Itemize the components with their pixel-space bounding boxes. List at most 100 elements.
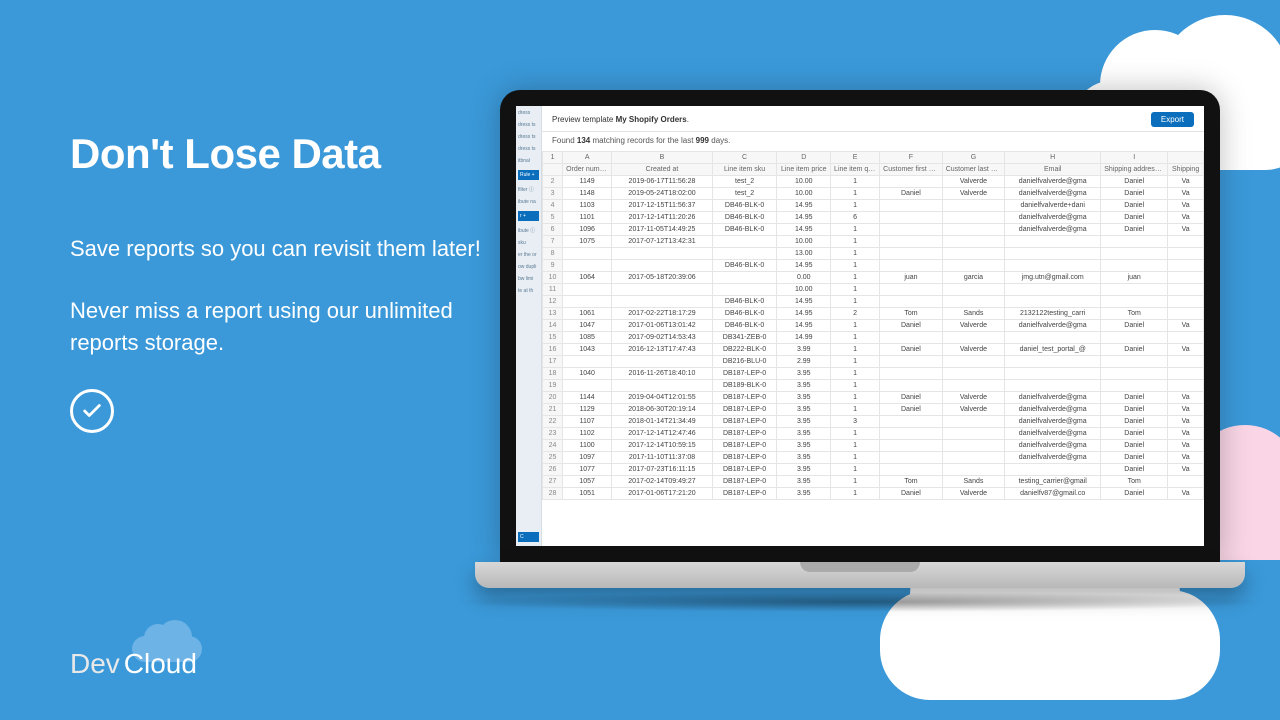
table-cell: 1057: [563, 476, 612, 488]
table-cell: 14: [543, 320, 563, 332]
table-cell: 1: [831, 188, 880, 200]
table-cell: [942, 416, 1005, 428]
body-line-2: Never miss a report using our unlimited …: [70, 295, 490, 359]
table-cell: [942, 212, 1005, 224]
table-cell: [1168, 356, 1204, 368]
table-cell: DB187-LEP-0: [712, 404, 777, 416]
table-cell: [942, 452, 1005, 464]
table-cell: 2019-06-17T11:56:28: [612, 176, 712, 188]
table-cell: [880, 224, 943, 236]
headline: Don't Lose Data: [70, 130, 490, 178]
table-cell: 1: [831, 296, 880, 308]
table-cell: [880, 440, 943, 452]
sidebar-add-button[interactable]: r +: [518, 211, 539, 221]
table-cell: 9: [543, 260, 563, 272]
table-cell: [1005, 236, 1101, 248]
table-cell: 1: [831, 284, 880, 296]
table-row: 1310612017-02-22T18:17:29DB46-BLK-014.95…: [543, 308, 1204, 320]
table-cell: 28: [543, 488, 563, 500]
table-cell: DB46-BLK-0: [712, 224, 777, 236]
table-row: 813.001: [543, 248, 1204, 260]
table-cell: 1: [831, 236, 880, 248]
table-cell: [1168, 476, 1204, 488]
table-row: 2710572017-02-14T09:49:27DB187-LEP-03.95…: [543, 476, 1204, 488]
table-cell: Va: [1168, 416, 1204, 428]
table-row: 1110.001: [543, 284, 1204, 296]
table-row: 2111292018-06-30T20:19:14DB187-LEP-03.95…: [543, 404, 1204, 416]
table-cell: 2017-01-06T13:01:42: [612, 320, 712, 332]
devcloud-logo: Dev Cloud: [70, 648, 197, 680]
table-cell: Valverde: [942, 344, 1005, 356]
table-col-letter: D: [777, 152, 831, 164]
table-cell: Daniel: [1101, 428, 1168, 440]
table-cell: Valverde: [942, 392, 1005, 404]
table-cell: Va: [1168, 224, 1204, 236]
table-cell: Daniel: [1101, 176, 1168, 188]
report-subtitle: Found 134 matching records for the last …: [542, 132, 1204, 151]
table-cell: [1101, 248, 1168, 260]
table-cell: danielfvalverde@gma: [1005, 176, 1101, 188]
table-cell: Daniel: [1101, 344, 1168, 356]
table-cell: [880, 452, 943, 464]
table-col-header: Line item price: [777, 164, 831, 176]
table-cell: 10.00: [777, 176, 831, 188]
table-row: 1810402016-11-26T18:40:10DB187-LEP-03.95…: [543, 368, 1204, 380]
table-col-letter: E: [831, 152, 880, 164]
table-cell: [880, 380, 943, 392]
table-cell: Valverde: [942, 188, 1005, 200]
table-cell: [563, 284, 612, 296]
table-cell: [880, 284, 943, 296]
table-cell: 17: [543, 356, 563, 368]
table-cell: 2019-05-24T18:02:00: [612, 188, 712, 200]
table-cell: Daniel: [1101, 404, 1168, 416]
table-cell: [942, 464, 1005, 476]
table-cell: Va: [1168, 404, 1204, 416]
table-cell: Daniel: [1101, 200, 1168, 212]
table-cell: 2.99: [777, 356, 831, 368]
table-row: 2810512017-01-06T17:21:20DB187-LEP-03.95…: [543, 488, 1204, 500]
table-cell: [942, 332, 1005, 344]
table-cell: garcia: [942, 272, 1005, 284]
table-cell: danielfvalverde@gma: [1005, 440, 1101, 452]
table-cell: Daniel: [1101, 452, 1168, 464]
table-cell: 14.95: [777, 200, 831, 212]
table-cell: Daniel: [880, 488, 943, 500]
table-cell: [1101, 260, 1168, 272]
table-cell: DB187-LEP-0: [712, 416, 777, 428]
table-cell: 14.95: [777, 260, 831, 272]
table-cell: [1168, 236, 1204, 248]
table-cell: [1005, 248, 1101, 260]
table-col-header: Line item quantity: [831, 164, 880, 176]
table-cell: [942, 356, 1005, 368]
table-cell: Valverde: [942, 320, 1005, 332]
table-cell: 2016-11-26T18:40:10: [612, 368, 712, 380]
table-cell: Tom: [1101, 308, 1168, 320]
table-cell: 1040: [563, 368, 612, 380]
table-col-letter: F: [880, 152, 943, 164]
table-cell: 1: [831, 380, 880, 392]
table-cell: [880, 416, 943, 428]
table-cell: 1077: [563, 464, 612, 476]
table-cell: Va: [1168, 344, 1204, 356]
table-cell: 1: [831, 404, 880, 416]
table-cell: 2017-01-06T17:21:20: [612, 488, 712, 500]
table-cell: 13.00: [777, 248, 831, 260]
table-cell: Valverde: [942, 176, 1005, 188]
sidebar-rule-button[interactable]: Rule +: [518, 170, 539, 180]
table-cell: [1101, 284, 1168, 296]
table-cell: 3.95: [777, 452, 831, 464]
sidebar-bottom-button[interactable]: C: [518, 532, 539, 542]
table-cell: 23: [543, 428, 563, 440]
table-cell: 7: [543, 236, 563, 248]
table-cell: [880, 428, 943, 440]
table-cell: [612, 248, 712, 260]
table-cell: 25: [543, 452, 563, 464]
table-cell: 24: [543, 440, 563, 452]
table-row: 610962017-11-05T14:49:25DB46-BLK-014.951…: [543, 224, 1204, 236]
table-col-letter: B: [612, 152, 712, 164]
table-cell: [880, 356, 943, 368]
table-cell: 2017-11-05T14:49:25: [612, 224, 712, 236]
export-button[interactable]: Export: [1151, 112, 1194, 127]
table-cell: 2017-07-12T13:42:31: [612, 236, 712, 248]
table-cell: [942, 260, 1005, 272]
